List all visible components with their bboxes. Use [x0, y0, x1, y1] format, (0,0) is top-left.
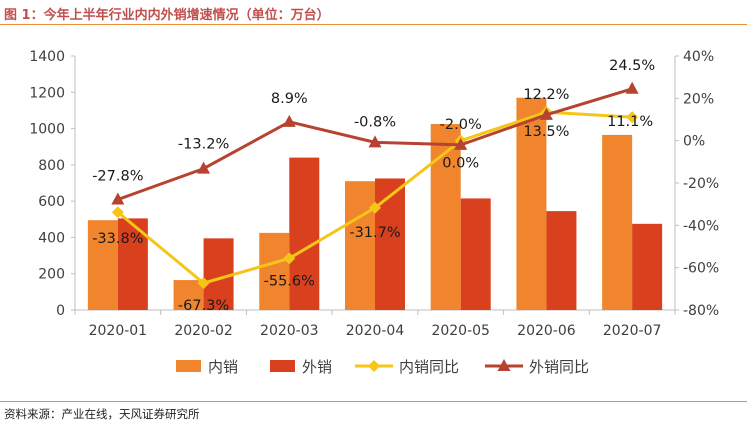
right-tick-label: -80%: [683, 303, 719, 319]
right-tick-label: -40%: [683, 218, 719, 234]
x-tick-label: 2020-01: [89, 323, 148, 339]
legend-marker-export-yoy: [497, 359, 511, 371]
source-note: 资料来源：产业在线，天风证券研究所: [4, 407, 200, 421]
right-tick-label: 0%: [683, 134, 705, 150]
domestic-yoy-marker: [369, 201, 381, 214]
left-tick-label: 600: [38, 194, 65, 210]
export-sales-bar: [375, 178, 405, 310]
export-sales-bar: [546, 211, 577, 310]
export-yoy-marker: [454, 137, 468, 150]
legend-label-export-yoy: 外销同比: [529, 358, 589, 376]
export-yoy-data-label: -2.0%: [440, 117, 482, 133]
domestic-sales-bar: [259, 232, 290, 310]
export-yoy-marker: [625, 81, 639, 94]
domestic-sales-bar: [87, 220, 118, 310]
x-tick-label: 2020-06: [517, 323, 576, 339]
domestic-sales-bar: [430, 124, 461, 311]
export-sales-bar: [203, 238, 234, 310]
x-tick-label: 2020-07: [603, 323, 662, 339]
figure-title: 图 1：今年上半年行业内内外销增速情况（单位：万台）: [4, 8, 330, 23]
export-yoy-data-label: -13.2%: [178, 137, 229, 153]
legend-marker-domestic-yoy: [368, 360, 380, 372]
legend-swatch-domestic: [176, 360, 201, 372]
right-tick-label: -20%: [683, 176, 719, 192]
left-tick-label: 1400: [29, 49, 65, 65]
export-yoy-data-label: -0.8%: [354, 114, 396, 130]
export-yoy-data-label: -27.8%: [92, 169, 143, 185]
left-tick-label: 800: [38, 158, 65, 174]
domestic-yoy-data-label: -55.6%: [264, 273, 315, 289]
domestic-yoy-data-label: 11.1%: [607, 114, 653, 130]
right-tick-label: -60%: [683, 261, 719, 277]
legend-label-domestic: 内销: [208, 358, 238, 376]
domestic-yoy-marker: [197, 277, 210, 290]
domestic-yoy-marker: [111, 206, 124, 219]
left-tick-label: 200: [38, 267, 65, 283]
x-tick-label: 2020-02: [174, 323, 233, 339]
x-tick-label: 2020-04: [346, 323, 405, 339]
left-tick-label: 1200: [29, 85, 65, 101]
export-sales-bar: [460, 198, 491, 310]
domestic-yoy-marker: [626, 111, 639, 124]
combo-chart: 0 200 400 600 800 1000 1200 1400 -80% -60% -40% -20…: [29, 49, 719, 376]
title-divider: [0, 24, 747, 25]
x-tick-label: 2020-03: [260, 323, 319, 339]
domestic-sales-bar: [345, 181, 375, 310]
left-tick-label: 1000: [29, 122, 65, 138]
export-yoy-data-label: 24.5%: [609, 58, 655, 74]
source-divider: [0, 401, 747, 402]
export-yoy-marker: [539, 107, 553, 120]
domestic-sales-bar: [602, 134, 633, 310]
right-tick-label: 40%: [683, 49, 714, 65]
x-tick-label: 2020-05: [431, 323, 490, 339]
domestic-yoy-data-label: -67.3%: [178, 298, 229, 314]
export-sales-bar: [632, 223, 663, 310]
export-yoy-marker: [111, 192, 125, 205]
domestic-sales-bar: [173, 280, 204, 310]
export-yoy-marker: [282, 114, 296, 127]
domestic-yoy-data-label: -31.7%: [349, 225, 400, 241]
export-sales-bar: [289, 157, 320, 310]
legend-label-domestic-yoy: 内销同比: [399, 358, 459, 376]
left-tick-label: 400: [38, 230, 65, 246]
legend-swatch-export: [270, 360, 295, 372]
domestic-yoy-marker: [283, 252, 296, 265]
domestic-sales-bar: [516, 97, 547, 310]
export-yoy-marker: [368, 135, 382, 148]
domestic-yoy-data-label: 13.5%: [523, 124, 569, 140]
export-yoy-data-label: 8.9%: [271, 91, 308, 107]
domestic-yoy-data-label: 0.0%: [442, 156, 479, 172]
legend-label-export: 外销: [302, 358, 332, 376]
left-tick-label: 0: [56, 303, 65, 319]
export-yoy-marker: [197, 161, 211, 174]
right-tick-label: 20%: [683, 91, 714, 107]
export-yoy-data-label: 12.2%: [523, 87, 569, 103]
domestic-yoy-data-label: -33.8%: [92, 231, 143, 247]
